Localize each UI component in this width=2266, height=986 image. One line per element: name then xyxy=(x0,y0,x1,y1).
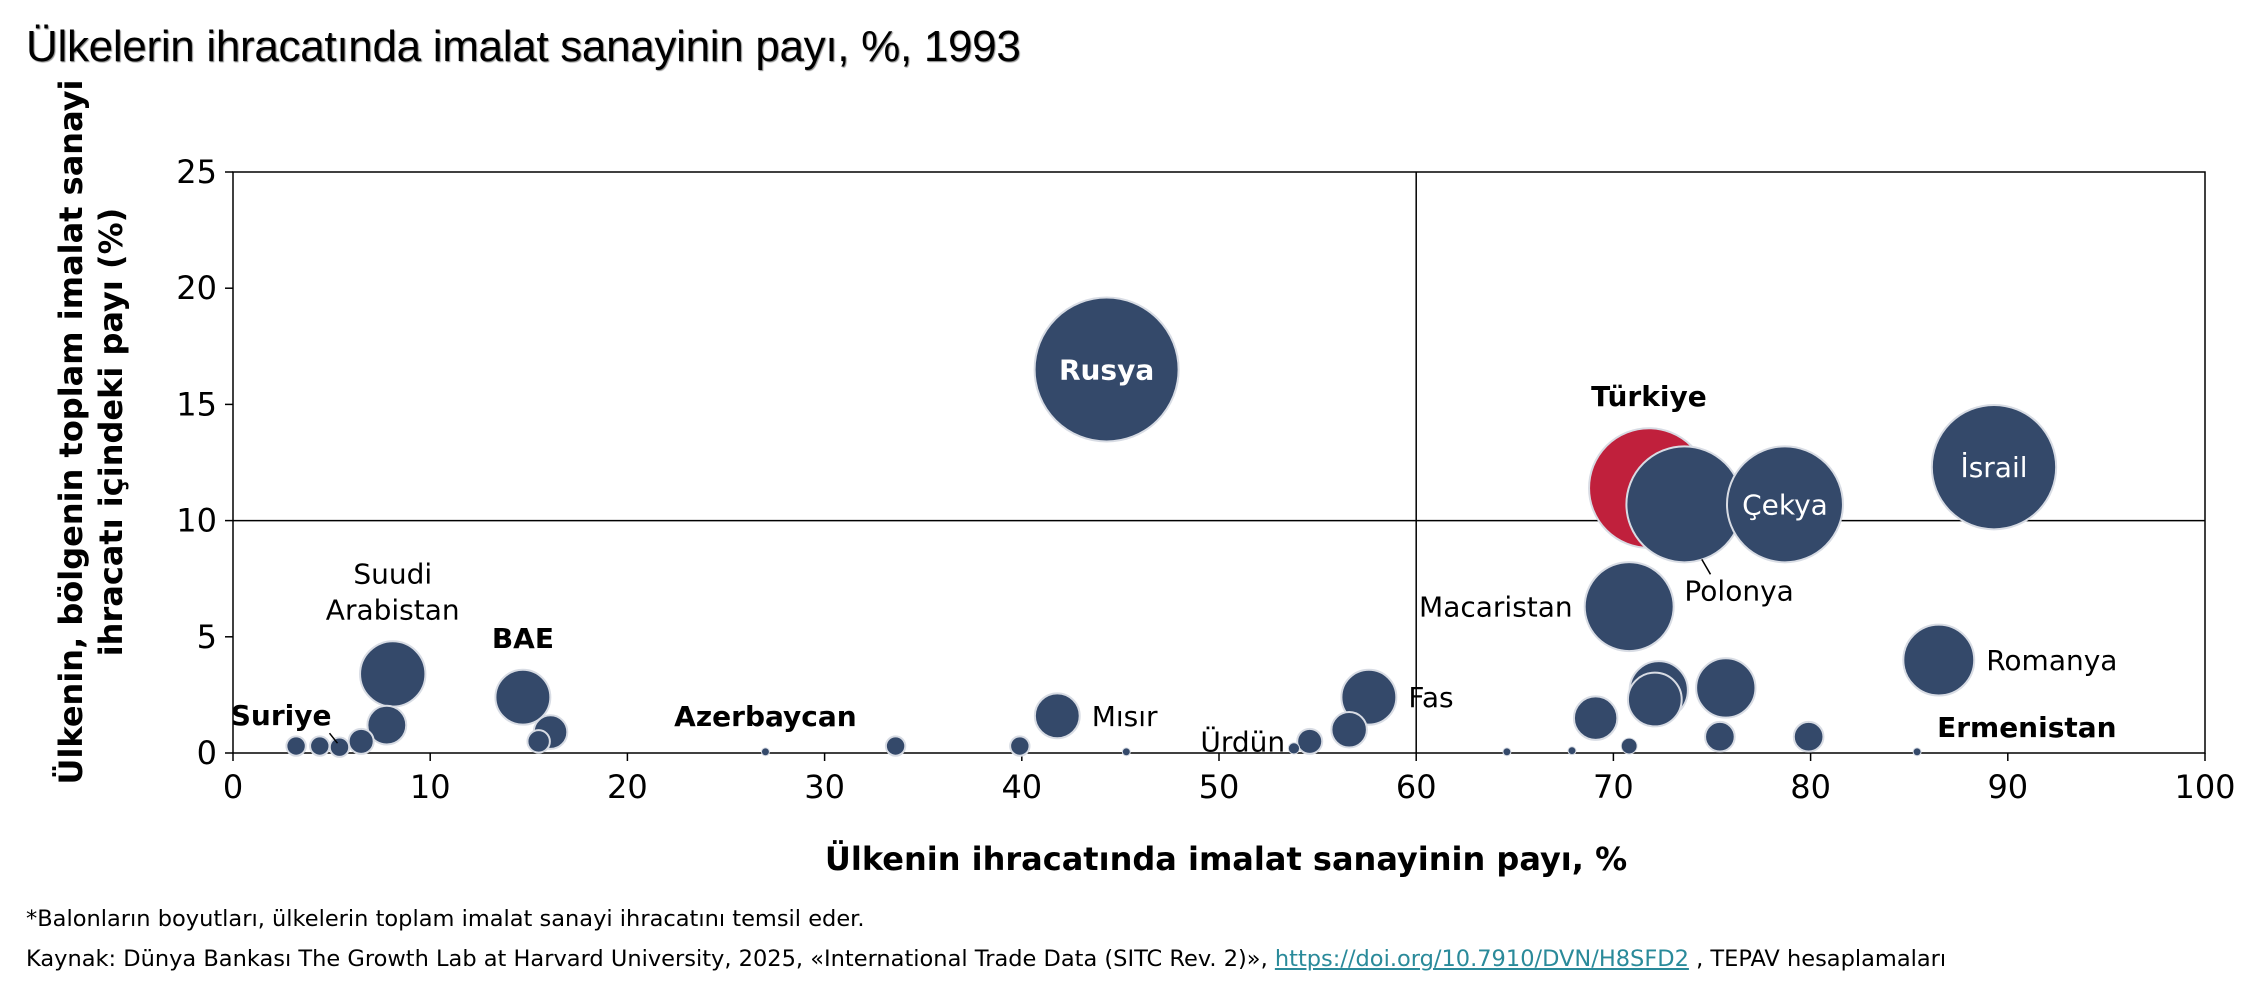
x-tick-label: 50 xyxy=(1199,768,1240,806)
bubble-label: Suudi xyxy=(353,557,432,590)
bubble-label: Suriye xyxy=(231,699,332,732)
bubble-ürdün xyxy=(1296,727,1324,755)
bubble xyxy=(1121,747,1131,757)
bubble-ermenistan xyxy=(1912,747,1922,757)
bubble-çekya xyxy=(1725,445,1844,564)
bubble xyxy=(347,727,375,755)
x-tick-label: 90 xyxy=(1987,768,2028,806)
bubble-chart: 0 10 20 30 40 50 60 70 80 90 100 0 5 10 15 20 25 Rusya Tü… xyxy=(52,79,2236,878)
x-tick-label: 20 xyxy=(607,768,648,806)
bubble-label: Macaristan xyxy=(1419,591,1573,624)
footnote: *Balonların boyutları, ülkelerin toplam … xyxy=(26,906,865,932)
bubble-rusya xyxy=(1033,296,1180,443)
bubble xyxy=(1009,735,1031,757)
x-tick-label: 100 xyxy=(2174,768,2235,806)
bubble-label: Azerbaycan xyxy=(674,700,857,733)
bubble-polonya xyxy=(1625,445,1744,564)
y-axis-label-line-1: Ülkenin, bölgenin toplam imalat sanayi xyxy=(52,79,90,784)
bubble xyxy=(1695,657,1757,719)
bubble xyxy=(884,735,907,757)
bubble xyxy=(1287,742,1301,755)
bubble-label: Romanya xyxy=(1986,644,2117,677)
y-tick-label: 25 xyxy=(176,153,217,191)
bubble-macaristan xyxy=(1583,561,1675,653)
x-tick-label: 40 xyxy=(1001,768,1042,806)
y-tick-label: 20 xyxy=(176,269,217,307)
source-note: Kaynak: Dünya Bankası The Growth Lab at … xyxy=(26,946,1946,972)
bubbles xyxy=(285,296,2058,758)
bubble-fas xyxy=(1340,668,1398,726)
bubble xyxy=(1704,720,1736,753)
source-link[interactable]: https://doi.org/10.7910/DVN/H8SFD2 xyxy=(1274,946,1689,972)
bubble xyxy=(1572,695,1619,741)
bubble xyxy=(309,735,331,757)
y-tick-label: 5 xyxy=(197,618,217,656)
bubble-suudi-arabistan xyxy=(359,640,427,708)
leader-line xyxy=(1701,559,1712,575)
bubble xyxy=(366,704,408,746)
x-tick-label: 30 xyxy=(804,768,845,806)
chart-title: Ülkelerin ihracatında imalat sanayinin p… xyxy=(26,22,1021,71)
axes: 0 10 20 30 40 50 60 70 80 90 100 0 5 10 15 20 25 xyxy=(176,153,2235,806)
source-suffix: , TEPAV hesaplamaları xyxy=(1688,946,1947,972)
x-tick-label: 70 xyxy=(1593,768,1634,806)
bubble xyxy=(1330,711,1368,749)
bubble-label: Fas xyxy=(1408,681,1453,714)
y-tick-label: 10 xyxy=(176,502,217,540)
bubble-label: İsrail xyxy=(1960,451,2027,484)
bubble-romanya xyxy=(1902,623,1976,697)
bubble-bae xyxy=(494,668,552,726)
y-tick-label: 15 xyxy=(176,385,217,423)
bubble xyxy=(1792,720,1825,753)
y-tick-label: 0 xyxy=(197,734,217,772)
bubble-label: Arabistan xyxy=(326,593,460,626)
x-tick-label: 60 xyxy=(1396,768,1437,806)
bubble-label: Rusya xyxy=(1059,354,1154,387)
bubble-mısır xyxy=(1033,692,1081,740)
bubble-azerbaycan xyxy=(760,747,770,757)
y-axis-label-line-2: ihracatı içindeki payı (%) xyxy=(92,208,130,657)
bubble xyxy=(1620,737,1638,755)
x-tick-label: 80 xyxy=(1790,768,1831,806)
bubble xyxy=(1502,747,1512,757)
bubble-label: BAE xyxy=(492,622,554,655)
bubble-label: Ermenistan xyxy=(1937,711,2117,744)
bubble-label: Ürdün xyxy=(1200,724,1285,758)
bubble xyxy=(1626,671,1683,728)
bubble xyxy=(285,735,307,757)
bubble-labels: Rusya Türkiye Polonya Çekya İsrail Macaristan… xyxy=(231,354,2118,759)
leader-line xyxy=(328,732,339,744)
bubble-label: Mısır xyxy=(1092,700,1158,733)
bubble-i̇srail xyxy=(1930,403,2058,531)
bubble xyxy=(1567,746,1577,756)
bubble-label: Türkiye xyxy=(1591,380,1707,413)
x-axis-label: Ülkenin ihracatında imalat sanayinin pay… xyxy=(825,840,1627,878)
x-tick-label: 10 xyxy=(410,768,451,806)
bubble xyxy=(526,729,551,754)
x-tick-label: 0 xyxy=(223,768,243,806)
source-prefix: Kaynak: Dünya Bankası The Growth Lab at … xyxy=(26,946,1275,972)
bubble-label: Polonya xyxy=(1684,574,1793,607)
bubble-suriye xyxy=(328,736,351,758)
bubble-label: Çekya xyxy=(1742,488,1828,521)
